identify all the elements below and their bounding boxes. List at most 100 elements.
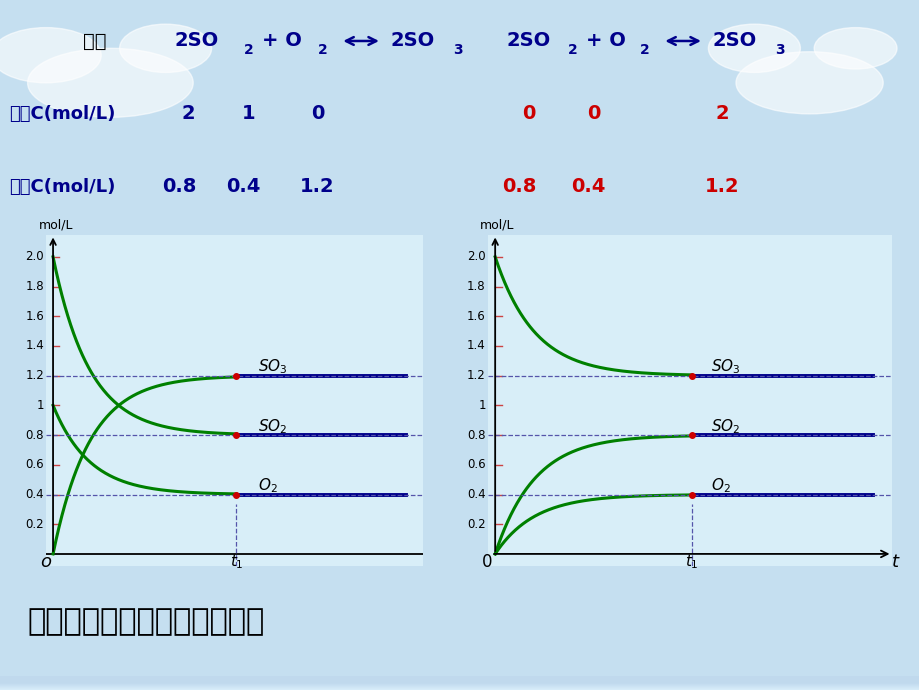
Bar (0, 680, 919, 687)
Bar (0, 681, 919, 688)
Text: 2: 2 (182, 104, 195, 124)
Text: $\mathit{SO_2}$: $\mathit{SO_2}$ (257, 417, 287, 435)
Bar (0, 677, 919, 684)
Ellipse shape (708, 24, 800, 72)
Bar (0, 683, 919, 690)
Bar (0, 680, 919, 687)
Bar (0, 680, 919, 687)
Text: mol/L: mol/L (480, 219, 514, 232)
Ellipse shape (735, 52, 882, 114)
Text: 2.0: 2.0 (467, 250, 485, 264)
Bar (0, 678, 919, 685)
Text: 1.6: 1.6 (26, 310, 44, 323)
Bar (0, 680, 919, 687)
Text: 0.8: 0.8 (467, 428, 485, 442)
Bar (0, 682, 919, 689)
Ellipse shape (28, 48, 193, 117)
Text: $t_1$: $t_1$ (229, 553, 243, 571)
Bar (0, 680, 919, 687)
Bar (0, 678, 919, 685)
Text: 1.2: 1.2 (26, 369, 44, 382)
Bar (0, 678, 919, 684)
Bar (0, 682, 919, 689)
Bar (0, 683, 919, 690)
Text: 1.2: 1.2 (704, 177, 739, 196)
Text: 1: 1 (37, 399, 44, 412)
Bar (0, 678, 919, 684)
Bar (0, 681, 919, 688)
Bar (0, 680, 919, 687)
Text: 2SO: 2SO (175, 32, 219, 50)
Bar (0, 682, 919, 689)
Bar (0, 678, 919, 685)
Text: 0.4: 0.4 (26, 488, 44, 501)
Bar (0, 678, 919, 685)
Bar (0, 682, 919, 689)
Text: 2: 2 (567, 43, 577, 57)
Bar (0, 680, 919, 687)
Bar (0, 681, 919, 688)
Text: 2SO: 2SO (712, 32, 756, 50)
Text: 2: 2 (244, 43, 254, 57)
Text: 2: 2 (640, 43, 650, 57)
Text: 平衡C(mol/L): 平衡C(mol/L) (9, 178, 116, 196)
Bar (0, 680, 919, 687)
Text: $\mathit{SO_3}$: $\mathit{SO_3}$ (710, 357, 740, 376)
Text: $\mathit{O_2}$: $\mathit{O_2}$ (257, 476, 277, 495)
Bar (0, 678, 919, 684)
Text: 1: 1 (242, 104, 255, 124)
Bar (0, 677, 919, 684)
Text: $t_1$: $t_1$ (685, 553, 698, 571)
Bar (0, 679, 919, 686)
Bar (0, 683, 919, 690)
Bar (0, 682, 919, 689)
Bar (0, 682, 919, 689)
Bar (0, 678, 919, 685)
Text: 2: 2 (317, 43, 327, 57)
Bar (0, 681, 919, 688)
Text: 起始C(mol/L): 起始C(mol/L) (9, 105, 116, 123)
Bar (0, 679, 919, 686)
Text: 0: 0 (522, 104, 535, 124)
Text: 0.6: 0.6 (467, 458, 485, 471)
Text: $\mathit{SO_3}$: $\mathit{SO_3}$ (257, 357, 287, 376)
Bar (0, 680, 919, 687)
Bar (0, 680, 919, 687)
Bar (0, 678, 919, 684)
Text: 1: 1 (478, 399, 485, 412)
Bar (0, 678, 919, 684)
Bar (0, 677, 919, 684)
Bar (0, 680, 919, 687)
Bar (0, 682, 919, 689)
Bar (0, 678, 919, 685)
Bar (0, 679, 919, 686)
Bar (0, 680, 919, 687)
Text: 0.4: 0.4 (571, 177, 606, 196)
Text: 3: 3 (775, 43, 784, 57)
Bar (0, 682, 919, 689)
Bar (0, 679, 919, 686)
Bar (0, 682, 919, 689)
Bar (0, 678, 919, 684)
Bar (0, 676, 919, 683)
Text: + O: + O (585, 32, 625, 50)
Bar (0, 680, 919, 687)
Bar (0, 683, 919, 690)
Bar (0, 680, 919, 687)
Bar (0, 677, 919, 684)
Text: 0.4: 0.4 (226, 177, 261, 196)
Text: 2SO: 2SO (505, 32, 550, 50)
Bar (0, 681, 919, 688)
Text: 1.4: 1.4 (26, 339, 44, 353)
Bar (0, 682, 919, 689)
Bar (0, 682, 919, 689)
Bar (0, 680, 919, 687)
Bar (0, 681, 919, 688)
Text: 3: 3 (453, 43, 462, 57)
Bar (0, 680, 919, 687)
Text: 1.2: 1.2 (467, 369, 485, 382)
Bar (0, 682, 919, 689)
Ellipse shape (0, 28, 101, 83)
Bar (0, 682, 919, 689)
Bar (0, 679, 919, 686)
